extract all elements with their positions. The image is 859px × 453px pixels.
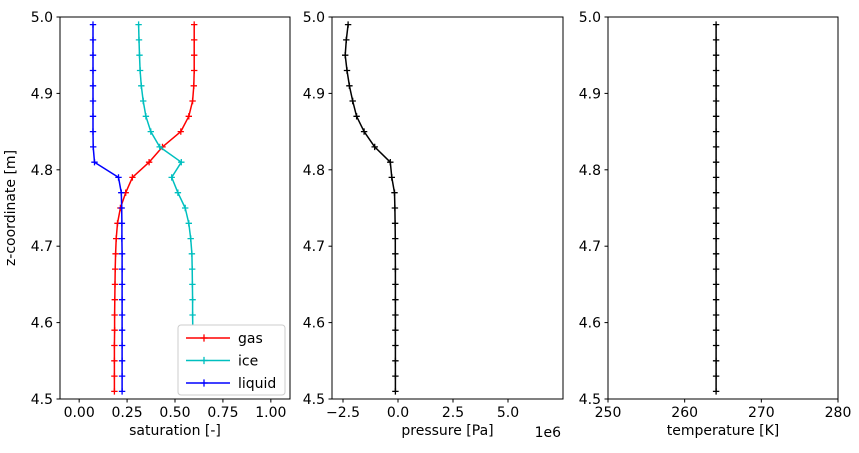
legend-label-liquid: liquid	[238, 376, 276, 392]
legend-marker-ice	[200, 356, 208, 365]
y-axis-label: z-coordinate [m]	[3, 150, 19, 266]
legend-marker-gas	[200, 334, 208, 342]
legend: gas ice liquid	[177, 324, 286, 396]
y-tick-label: 4.9	[303, 86, 325, 102]
x-tick-label: 0.75	[207, 405, 238, 421]
y-tick-label: 5.0	[579, 10, 601, 26]
y-tick-label: 4.9	[579, 86, 601, 102]
x-tick-label: 280	[825, 405, 852, 421]
x-tick-label: 2.5	[442, 405, 464, 421]
x-tick-label: 260	[671, 405, 698, 421]
x-axis-label: pressure [Pa]	[401, 423, 493, 439]
y-tick-label: 4.5	[31, 392, 53, 408]
y-tick-label: 5.0	[31, 10, 53, 26]
y-tick-label: 4.8	[303, 163, 325, 179]
pressure-plot: −2.5 0.0 2.5 5.04.54.64.74.84.95.0pressure …	[303, 10, 564, 441]
series-markers-pressure	[342, 21, 399, 395]
y-tick-label: 4.8	[31, 163, 53, 179]
legend-marker-liquid	[200, 379, 208, 387]
x-tick-label: 5.0	[497, 405, 519, 421]
series-markers-temperature	[712, 21, 720, 395]
y-tick-label: 4.5	[579, 392, 601, 408]
x-axis-label: temperature [K]	[667, 423, 780, 439]
x-tick-label: 250	[595, 405, 622, 421]
series-line-pressure	[344, 24, 397, 392]
temperature-plot: 250 260 270 280 4.5 4.6 4.7 4.8 4.9 5.0 temperatur…	[579, 10, 852, 439]
axis-offset-label: 1e6	[535, 425, 562, 441]
saturation-plot: 0.00 0.25 0.50 0.75 1.00 4.5 4.6 4.7 4.8 4.9 5.0 sa…	[3, 10, 291, 439]
axes-frame	[607, 16, 839, 400]
y-tick-label: 4.6	[579, 316, 601, 332]
series-markers-liquid	[89, 21, 126, 395]
x-tick-label: 0.50	[159, 405, 190, 421]
y-tick-label: 4.6	[31, 316, 53, 332]
y-tick-label: 5.0	[303, 10, 325, 26]
y-tick-label: 4.7	[31, 239, 53, 255]
y-tick-label: 4.9	[31, 86, 53, 102]
x-tick-label: 0.00	[64, 405, 95, 421]
legend-label-gas: gas	[238, 331, 263, 347]
x-axis-label: saturation [-]	[129, 423, 221, 439]
x-tick-label: 270	[748, 405, 775, 421]
legend-label-ice: ice	[238, 354, 258, 370]
y-tick-label: 4.8	[579, 163, 601, 179]
y-tick-label: 4.5	[303, 392, 325, 408]
legend-box	[177, 324, 286, 396]
x-tick-label: 1.00	[255, 405, 286, 421]
x-tick-label: −2.5	[326, 405, 360, 421]
axes-frame	[331, 16, 564, 400]
y-tick-label: 4.7	[303, 239, 325, 255]
x-tick-label: 0.25	[111, 405, 142, 421]
x-tick-label: 0.0	[387, 405, 409, 421]
y-tick-label: 4.6	[303, 316, 325, 332]
y-tick-label: 4.7	[579, 239, 601, 255]
